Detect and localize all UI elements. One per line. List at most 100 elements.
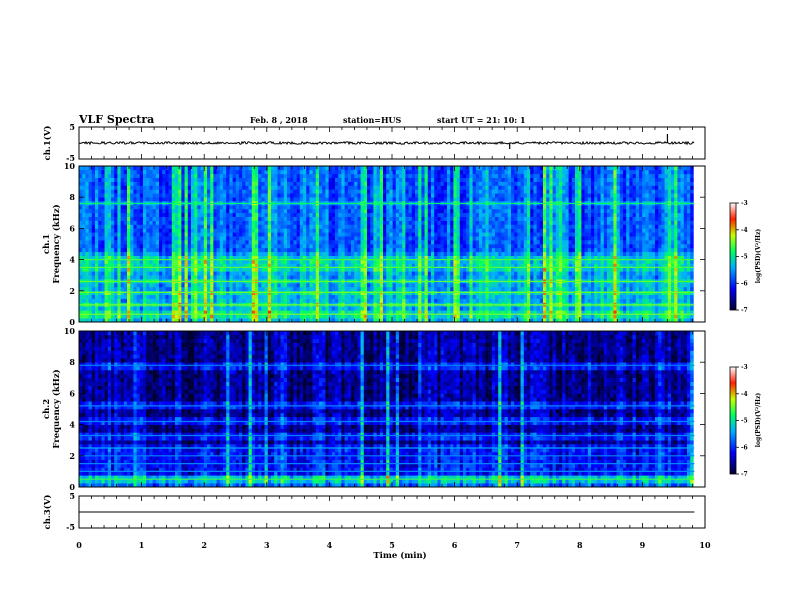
spectrogram-cell: [457, 197, 461, 201]
spectrogram-cell: [124, 236, 128, 240]
spectrogram-cell: [146, 205, 150, 209]
spectrogram-cell: [364, 186, 368, 190]
spectrogram-cell: [405, 283, 409, 287]
spectrogram-cell: [117, 205, 121, 209]
spectrogram-cell: [245, 178, 249, 182]
spectrogram-cell: [185, 174, 189, 178]
spectrogram-cell: [233, 225, 237, 229]
spectrogram-cell: [265, 189, 269, 193]
spectrogram-cell: [373, 205, 377, 209]
spectrogram-cell: [233, 240, 237, 244]
spectrogram-cell: [194, 287, 198, 291]
spectrogram-cell: [277, 170, 281, 174]
spectrogram-cell: [101, 228, 105, 232]
spectrogram-cell: [82, 252, 86, 256]
spectrogram-cell: [332, 252, 336, 256]
spectrogram-cell: [425, 260, 429, 264]
spectrogram-cell: [165, 217, 169, 221]
spectrogram-cell: [271, 283, 275, 287]
spectrogram-cell: [335, 260, 339, 264]
spectrogram-cell: [434, 213, 438, 217]
spectrogram-cell: [252, 228, 256, 232]
spectrogram-cell: [82, 260, 86, 264]
spectrogram-cell: [450, 240, 454, 244]
spectrogram-cell: [261, 182, 265, 186]
spectrogram-cell: [255, 193, 259, 197]
spectrogram-cell: [345, 295, 349, 299]
spectrogram-cell: [133, 283, 137, 287]
spectrogram-cell: [293, 178, 297, 182]
spectrogram-cell: [130, 213, 134, 217]
spectrogram-cell: [386, 248, 390, 252]
spectrogram-cell: [274, 260, 278, 264]
spectrogram-cell: [434, 260, 438, 264]
spectrogram-cell: [370, 205, 374, 209]
spectrogram-cell: [457, 240, 461, 244]
spectrogram-cell: [361, 287, 365, 291]
spectrogram-cell: [306, 299, 310, 303]
spectrogram-cell: [220, 244, 224, 248]
spectrogram-cell: [351, 178, 355, 182]
spectrogram-cell: [223, 275, 227, 279]
spectrogram-cell: [434, 209, 438, 213]
spectrogram-cell: [383, 271, 387, 275]
spectrogram-cell: [354, 240, 358, 244]
spectrogram-cell: [348, 287, 352, 291]
spectrogram-cell: [169, 213, 173, 217]
spectrogram-cell: [447, 221, 451, 225]
spectrogram-cell: [153, 236, 157, 240]
spectrogram-cell: [386, 260, 390, 264]
spectrogram-cell: [460, 232, 464, 236]
spectrogram-cell: [338, 267, 342, 271]
spectrogram-cell: [457, 275, 461, 279]
spectrogram-cell: [108, 178, 112, 182]
spectrogram-cell: [82, 182, 86, 186]
spectrogram-cell: [441, 248, 445, 252]
spectrogram-cell: [137, 228, 141, 232]
spectrogram-cell: [153, 189, 157, 193]
spectrogram-cell: [185, 170, 189, 174]
spectrogram-cell: [181, 248, 185, 252]
spectrogram-cell: [220, 260, 224, 264]
spectrogram-cell: [140, 252, 144, 256]
spectrogram-cell: [297, 275, 301, 279]
spectrogram-cell: [89, 182, 93, 186]
spectrogram-cell: [396, 205, 400, 209]
spectrogram-cell: [306, 271, 310, 275]
spectrogram-cell: [383, 205, 387, 209]
spectrogram-cell: [194, 189, 198, 193]
spectrogram-cell: [447, 314, 451, 318]
spectrogram-cell: [412, 166, 416, 170]
spectrogram-cell: [412, 209, 416, 213]
spectrogram-cell: [348, 193, 352, 197]
spectrogram-cell: [226, 240, 230, 244]
spectrogram-cell: [79, 213, 83, 217]
spectrogram-cell: [457, 244, 461, 248]
spectrogram-cell: [284, 232, 288, 236]
ch1-spectrogram-image: [79, 166, 694, 322]
spectrogram-cell: [181, 166, 185, 170]
spectrogram-cell: [268, 252, 272, 256]
spectrogram-cell: [242, 182, 246, 186]
spectrogram-cell: [137, 186, 141, 190]
spectrogram-cell: [204, 225, 208, 229]
spectrogram-cell: [137, 232, 141, 236]
spectrogram-cell: [229, 205, 233, 209]
spectrogram-cell: [335, 178, 339, 182]
spectrogram-cell: [441, 170, 445, 174]
spectrogram-cell: [316, 240, 320, 244]
spectrogram-cell: [322, 295, 326, 299]
spectrogram-cell: [149, 306, 153, 310]
spectrogram-cell: [425, 299, 429, 303]
spectrogram-cell: [287, 182, 291, 186]
spectrogram-cell: [377, 299, 381, 303]
spectrogram-cell: [338, 275, 342, 279]
spectrogram-cell: [239, 299, 243, 303]
spectrogram-cell: [261, 197, 265, 201]
spectrogram-cell: [261, 209, 265, 213]
spectrogram-cell: [332, 228, 336, 232]
spectrogram-cell: [444, 221, 448, 225]
spectrogram-cell: [325, 166, 329, 170]
spectrogram-cell: [469, 275, 473, 279]
spectrogram-cell: [383, 260, 387, 264]
